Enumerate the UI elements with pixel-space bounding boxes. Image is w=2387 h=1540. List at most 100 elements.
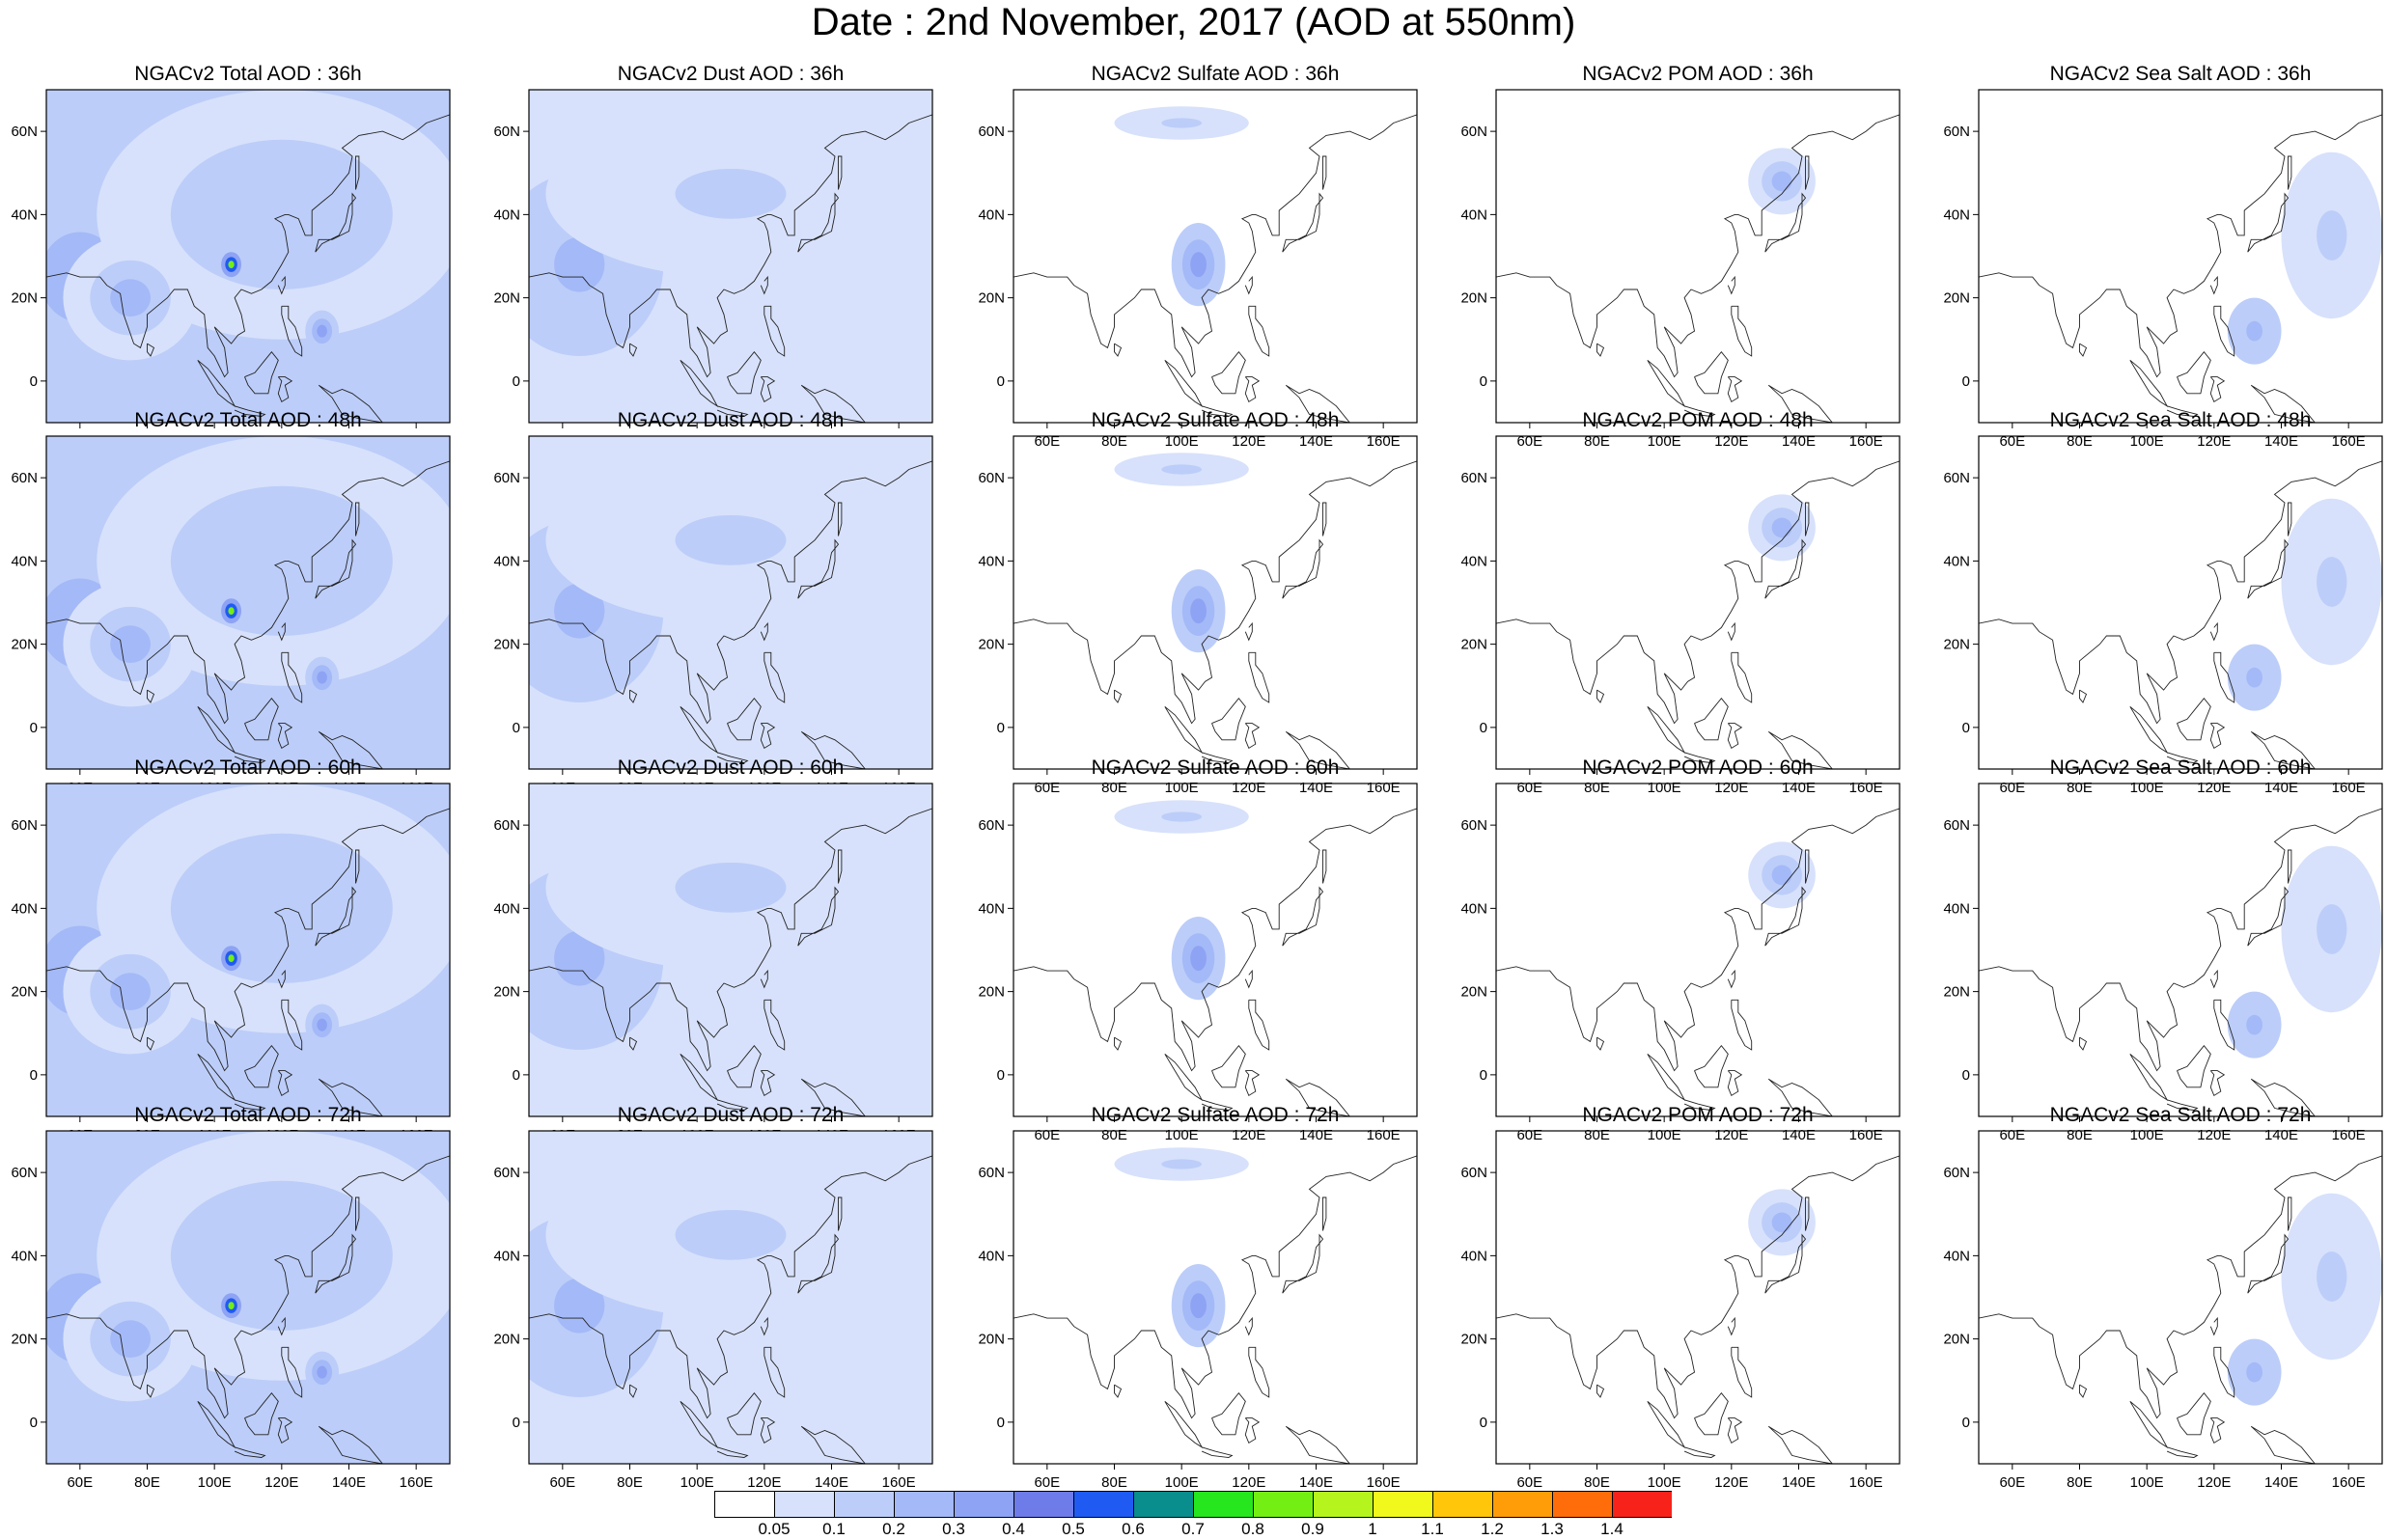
aod-blob — [1161, 118, 1203, 128]
coastline — [716, 1099, 749, 1111]
aod-blob — [226, 1218, 338, 1294]
coastline — [1683, 1446, 1716, 1458]
map-panel-seasalt-48h: NGACv2 Sea Salt AOD : 48h 60E 80E 100E 120E 1… — [1943, 408, 2383, 809]
coastline — [1727, 969, 1735, 989]
coastline — [1201, 1446, 1234, 1458]
coastline — [727, 1391, 762, 1436]
map-panel-total-48h: NGACv2 Total AOD : 48h60E80E100E120E140E… — [11, 408, 451, 809]
coastline — [1805, 155, 1810, 190]
coastline — [2247, 538, 2290, 599]
aod-blob — [1161, 811, 1203, 822]
coastline — [1282, 192, 1324, 253]
coastline — [1285, 730, 1350, 769]
lon-tick-label: 100E — [2130, 1474, 2164, 1491]
coastline — [2288, 155, 2292, 190]
colorbar-label: 0.7 — [1181, 1520, 1205, 1538]
lat-tick-label: 20N — [493, 984, 520, 1001]
colorbar-label: 0.3 — [942, 1520, 965, 1538]
coastline — [629, 343, 638, 357]
lon-tick-label: 140E — [2264, 1474, 2298, 1491]
panel-title: NGACv2 Total AOD : 60h — [134, 756, 362, 779]
colorbar-label: 1.2 — [1481, 1520, 1504, 1538]
lon-tick-label: 140E — [1299, 433, 1333, 450]
aod-field — [46, 1131, 450, 1464]
lat-tick-label: 0 — [997, 373, 1005, 390]
map-frame — [528, 1130, 933, 1465]
coastline — [760, 969, 768, 989]
coastline — [46, 808, 450, 1072]
coastline — [1805, 502, 1810, 536]
coastline — [2177, 350, 2211, 395]
colorbar-swatch — [1253, 1491, 1314, 1518]
coastline — [1322, 1196, 1327, 1231]
lon-tick-label: 160E — [1367, 1474, 1401, 1491]
lon-tick-label: 60E — [67, 1474, 93, 1491]
colorbar-label: 1.1 — [1421, 1520, 1444, 1538]
coastline — [46, 1155, 450, 1419]
map-frame — [45, 89, 451, 424]
map-frame — [45, 1130, 451, 1465]
colorbar-swatch — [1432, 1491, 1493, 1518]
aod-blob — [2246, 1014, 2262, 1035]
coastline — [2129, 705, 2169, 755]
lat-tick-label: 60N — [493, 124, 520, 140]
coastline — [838, 155, 843, 190]
coastline — [355, 849, 360, 884]
coastline — [763, 651, 786, 703]
lat-tick-label: 20N — [11, 637, 38, 653]
map-panel-seasalt-36h: NGACv2 Sea Salt AOD : 36h 60E 80E 100E 120E 1… — [1943, 62, 2383, 462]
coastline — [234, 1099, 266, 1111]
lat-tick-label: 0 — [1962, 720, 1970, 736]
map-frame — [1495, 783, 1901, 1117]
lat-tick-label: 40N — [1460, 1248, 1487, 1264]
coastline — [529, 808, 932, 1072]
panel-title: NGACv2 Dust AOD : 36h — [617, 63, 845, 85]
coastline — [1683, 752, 1716, 763]
aod-field — [46, 436, 450, 769]
lat-tick-label: 20N — [11, 1332, 38, 1348]
lat-tick-label: 40N — [978, 900, 1005, 917]
coastline — [1211, 350, 1246, 395]
map-panel-seasalt-72h: NGACv2 Sea Salt AOD : 72h 60E 80E 100E 120E 1… — [1943, 1103, 2383, 1503]
coastline — [234, 1446, 266, 1458]
map-panel-seasalt-60h: NGACv2 Sea Salt AOD : 60h 60E 80E 100E 120E 1… — [1943, 756, 2383, 1156]
coastline — [797, 1233, 840, 1294]
coastline — [2079, 689, 2088, 703]
colorbar-swatches — [714, 1491, 1673, 1518]
lon-tick-label: 140E — [1299, 1474, 1333, 1491]
map-panel-sulfate-36h: NGACv2 Sulfate AOD : 36h 60E 80E 100E 120E 14… — [978, 62, 1418, 462]
lon-tick-label: 80E — [2067, 1474, 2093, 1491]
aod-blob — [675, 1209, 787, 1260]
coastline — [1164, 359, 1204, 408]
coastline — [1647, 705, 1686, 755]
map-panel-total-36h: NGACv2 Total AOD : 36h60E80E100E120E140E… — [11, 62, 451, 462]
lat-tick-label: 20N — [1460, 1332, 1487, 1348]
coastline — [1285, 384, 1350, 423]
coastline — [2129, 1053, 2169, 1102]
coastline — [2209, 1417, 2226, 1444]
coastline — [1285, 1425, 1350, 1464]
coastline — [2166, 1099, 2199, 1111]
lat-tick-label: 0 — [1962, 1415, 1970, 1431]
coastline — [2209, 376, 2226, 403]
lat-tick-label: 20N — [978, 1332, 1005, 1348]
coastline — [2129, 359, 2169, 408]
lat-tick-label: 0 — [30, 373, 38, 390]
coastline — [1596, 343, 1605, 357]
coastline — [2288, 849, 2292, 884]
coastline — [281, 999, 303, 1051]
aod-field — [1013, 1147, 1417, 1464]
panel-title: NGACv2 Dust AOD : 72h — [617, 1104, 845, 1126]
lon-tick-label: 80E — [2067, 433, 2093, 450]
aod-blob — [228, 261, 235, 269]
coastline — [1764, 192, 1807, 253]
coastline — [797, 886, 840, 947]
aod-blob — [554, 930, 605, 986]
